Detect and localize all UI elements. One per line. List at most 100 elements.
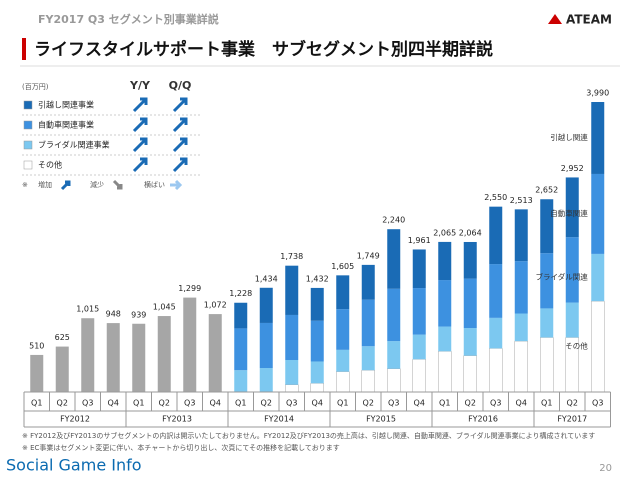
bar-segment — [259, 322, 273, 369]
bar-segment — [463, 355, 477, 393]
footnote: ※ FY2012及びFY2013のサブセグメントの内訳は開示いたしておりません。… — [22, 431, 595, 440]
x-tick-label: Q2 — [567, 399, 578, 408]
total-label: 1,045 — [153, 303, 176, 312]
bar-segment — [361, 369, 375, 393]
total-label: 3,990 — [586, 89, 609, 98]
bar-segment — [591, 300, 605, 393]
bar-segment — [514, 313, 528, 342]
legend-arrow — [172, 157, 188, 173]
x-tick-label: Q2 — [57, 399, 68, 408]
key-up-arrow — [60, 180, 71, 191]
legend-swatch — [23, 100, 33, 110]
page-number: 20 — [599, 463, 612, 474]
total-label: 1,434 — [255, 274, 278, 283]
logo: ATEAM — [566, 13, 612, 27]
x-tick-label: Q3 — [388, 399, 399, 408]
bar-segment — [412, 359, 426, 393]
bar-segment — [361, 346, 375, 371]
key-mark: ※ — [22, 181, 28, 189]
bar-segment — [438, 280, 452, 327]
x-tick-label: Q1 — [133, 399, 144, 408]
bar-segment — [591, 173, 605, 254]
bar-segment — [565, 302, 579, 338]
group-label: FY2013 — [162, 415, 192, 424]
bar-segment — [234, 370, 248, 392]
total-label: 948 — [106, 310, 121, 319]
total-label: 2,240 — [382, 216, 405, 225]
bar-segment — [310, 320, 324, 362]
legend-swatch — [23, 160, 33, 170]
bar-segment — [310, 383, 324, 393]
key-flat-arrow — [170, 179, 183, 191]
logo-icon — [548, 14, 562, 24]
bar-segment — [285, 384, 299, 393]
chart: 510 Q1 625 Q2 1,015 Q3 948 Q4 939 Q1 1,045 Q2 1,299 Q… — [23, 89, 611, 428]
bar-segment — [412, 249, 426, 289]
total-label: 510 — [29, 341, 44, 350]
bar-segment — [285, 314, 299, 361]
bar-segment — [387, 341, 401, 369]
total-label: 2,652 — [535, 186, 558, 195]
bar-segment — [489, 348, 503, 393]
key-down: 減少 — [90, 180, 104, 189]
key-down-arrow — [112, 179, 123, 190]
unit: (百万円) — [22, 83, 49, 91]
legend-label: ブライダル関連事業 — [38, 140, 110, 150]
col-qq: Q/Q — [169, 79, 192, 92]
x-tick-label: Q2 — [261, 399, 272, 408]
bar-segment — [285, 360, 299, 385]
bar-segment — [336, 309, 350, 350]
bar-segment — [387, 229, 401, 289]
bar — [132, 323, 146, 392]
bar-segment — [234, 328, 248, 371]
legend-arrow — [172, 137, 188, 153]
legend-arrow — [132, 137, 148, 153]
bar-segment — [540, 199, 554, 254]
bar-segment — [463, 241, 477, 279]
segment-end-label: その他 — [565, 341, 588, 351]
bar — [208, 314, 222, 392]
bar-segment — [540, 308, 554, 338]
bar-segment — [412, 288, 426, 335]
group-label: FY2016 — [468, 415, 498, 424]
legend-label: 自動車関連事業 — [38, 120, 94, 130]
footnote: ※ EC事業はセグメント変更に伴い、本チャートから切り出し、次頁にてその推移を記… — [22, 443, 340, 452]
key-flat: 横ばい — [144, 180, 165, 189]
total-label: 1,432 — [306, 274, 329, 283]
x-tick-label: Q3 — [286, 399, 297, 408]
legend-arrow — [132, 117, 148, 133]
segment-end-label: 自動車関連 — [550, 208, 588, 218]
bar-segment — [336, 371, 350, 393]
legend-swatch — [23, 140, 33, 150]
total-label: 939 — [131, 310, 146, 319]
bar-segment — [387, 288, 401, 342]
bar-segment — [565, 237, 579, 303]
bar-segment — [285, 265, 299, 315]
bar-segment — [336, 349, 350, 372]
bar-segment — [336, 275, 350, 310]
bar-segment — [438, 326, 452, 352]
bar-segment — [591, 253, 605, 302]
legend-label: 引越し関連事業 — [38, 100, 94, 110]
total-label: 2,513 — [510, 196, 533, 205]
x-tick-label: Q1 — [31, 399, 42, 408]
group-label: FY2017 — [557, 415, 587, 424]
bar-segment — [463, 328, 477, 356]
bar — [81, 318, 95, 392]
x-tick-label: Q3 — [592, 399, 603, 408]
total-label: 1,749 — [357, 251, 380, 260]
total-label: 1,299 — [178, 284, 201, 293]
x-tick-label: Q4 — [414, 399, 425, 408]
legend-arrow — [132, 157, 148, 173]
header-title: ライフスタイルサポート事業 サブセグメント別四半期詳説 — [34, 39, 493, 60]
total-label: 1,738 — [280, 252, 303, 261]
bar-segment — [412, 334, 426, 360]
x-tick-label: Q2 — [159, 399, 170, 408]
x-tick-label: Q3 — [490, 399, 501, 408]
x-tick-label: Q1 — [541, 399, 552, 408]
x-tick-label: Q4 — [108, 399, 119, 408]
bar-segment — [438, 241, 452, 281]
group-label: FY2012 — [60, 415, 90, 424]
total-label: 1,072 — [204, 301, 227, 310]
bar-segment — [514, 340, 528, 393]
